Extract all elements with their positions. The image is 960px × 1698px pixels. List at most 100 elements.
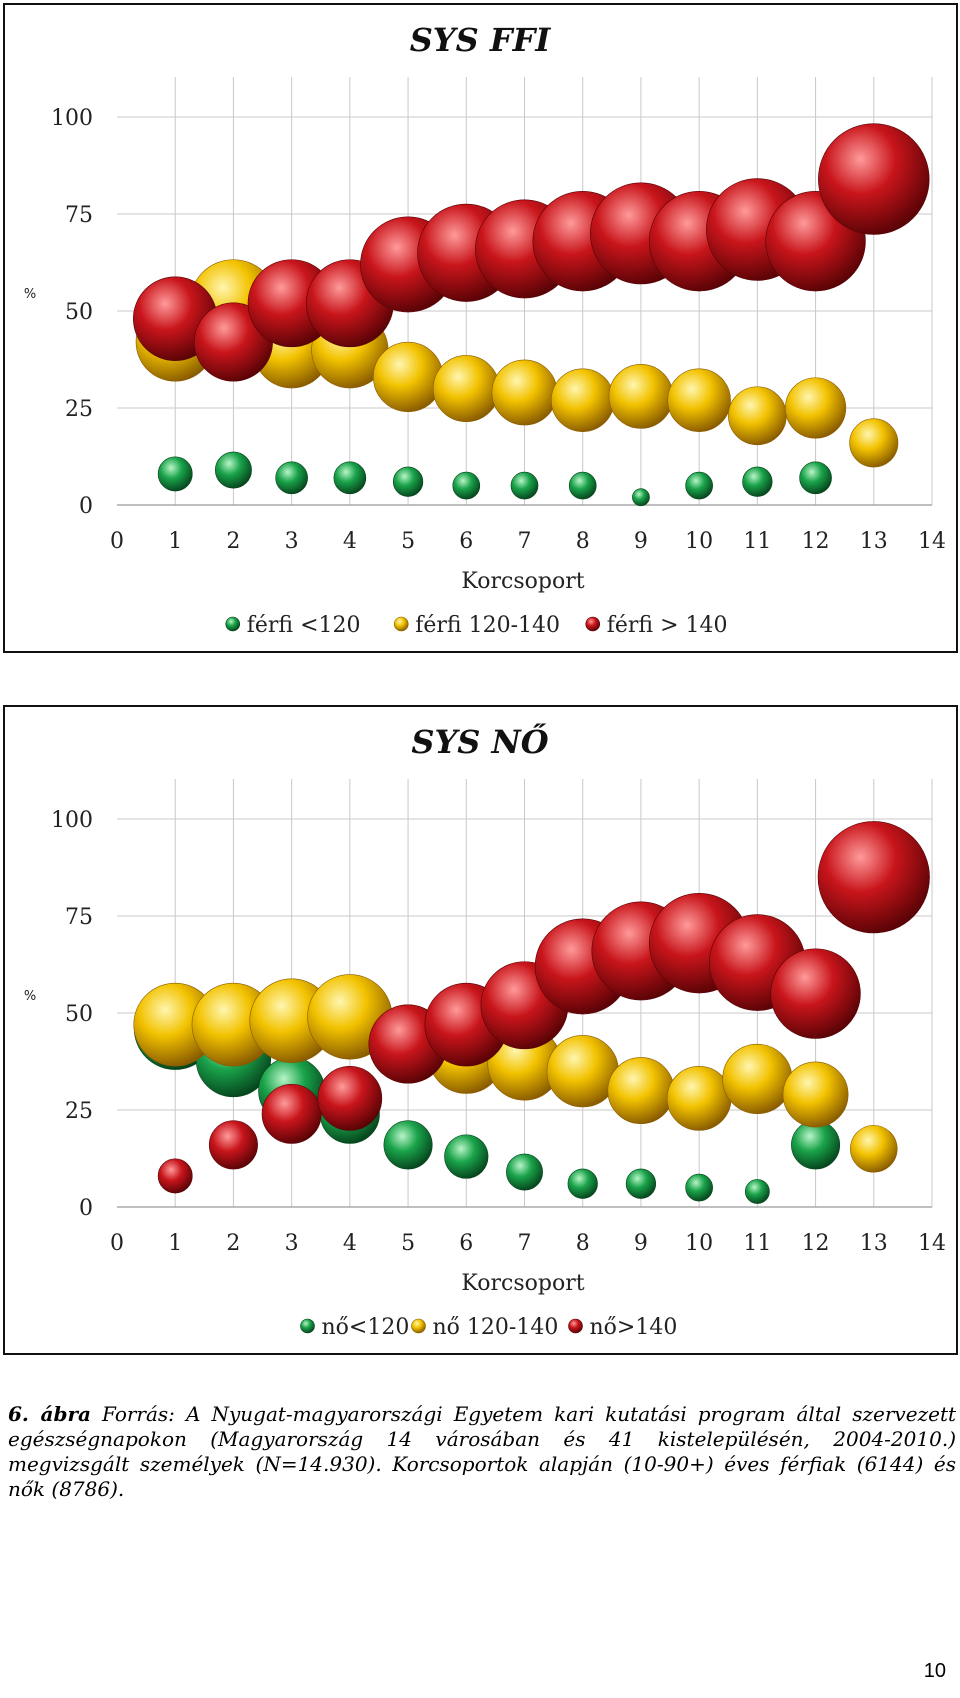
x-tick-label: 8 xyxy=(576,529,590,554)
bubble-yellow xyxy=(432,355,500,423)
x-tick-label: 5 xyxy=(401,529,415,554)
legend-marker-yellow xyxy=(393,616,409,632)
bubble-yellow xyxy=(667,368,731,432)
legend: nő<120 nő 120-140 nő>140 xyxy=(300,1315,677,1340)
bubble-green xyxy=(742,466,773,497)
page-number: 10 xyxy=(923,1660,946,1682)
x-tick-label: 13 xyxy=(860,1231,888,1256)
x-tick-label: 1 xyxy=(168,1231,182,1256)
x-tick-label: 6 xyxy=(459,1231,473,1256)
x-tick-label: 4 xyxy=(343,1231,357,1256)
x-tick-label: 8 xyxy=(576,1231,590,1256)
bubble-yellow xyxy=(722,1043,793,1115)
legend-label: férfi > 140 xyxy=(607,613,728,638)
y-tick-label: 0 xyxy=(79,1196,93,1221)
x-tick-label: 14 xyxy=(918,1231,946,1256)
x-tick-label: 9 xyxy=(634,1231,648,1256)
figure-caption-label: 6. ábra xyxy=(8,1402,91,1426)
x-tick-label: 10 xyxy=(685,529,713,554)
legend-label: férfi 120-140 xyxy=(415,613,560,638)
x-tick-label: 10 xyxy=(685,1231,713,1256)
bubble-green xyxy=(444,1134,489,1179)
bubble-yellow xyxy=(491,359,558,426)
legend-label: nő<120 xyxy=(322,1315,410,1340)
x-tick-label: 11 xyxy=(743,529,771,554)
bubble-green xyxy=(333,461,367,495)
x-axis-label: Korcsoport xyxy=(461,1271,584,1296)
y-tick-label: 50 xyxy=(65,300,93,325)
bubble-yellow xyxy=(546,1035,619,1108)
x-tick-label: 5 xyxy=(401,1231,415,1256)
bubble-yellow xyxy=(608,364,674,429)
bubble-yellow xyxy=(728,386,787,446)
bubble-layer xyxy=(133,821,930,1204)
y-tick-label: 50 xyxy=(65,1002,93,1027)
chart-title: SYS NŐ xyxy=(411,723,548,761)
legend-marker-green xyxy=(225,616,241,632)
x-axis-label: Korcsoport xyxy=(461,569,584,594)
bubble-red xyxy=(817,821,930,934)
y-tick-label: 75 xyxy=(65,905,93,930)
bubble-yellow xyxy=(849,418,899,468)
figure-caption-text: Forrás: A Nyugat-magyarországi Egyetem k… xyxy=(8,1402,957,1501)
x-tick-label: 1 xyxy=(168,529,182,554)
bubble-yellow xyxy=(850,1125,898,1173)
figure-caption: 6. ábra Forrás: A Nyugat-magyarországi E… xyxy=(8,1402,956,1502)
x-tick-label: 7 xyxy=(518,1231,532,1256)
bubble-green xyxy=(685,471,713,500)
bubble-yellow xyxy=(785,377,847,439)
bubble-green xyxy=(791,1120,841,1170)
bubble-green xyxy=(452,471,481,500)
bubble-yellow xyxy=(782,1061,849,1128)
x-tick-label: 2 xyxy=(226,1231,240,1256)
bubble-yellow xyxy=(550,368,615,432)
x-tick-label: 12 xyxy=(802,1231,830,1256)
x-tick-label: 11 xyxy=(743,1231,771,1256)
legend-marker-green xyxy=(300,1318,315,1334)
bubble-green xyxy=(568,471,597,500)
x-tick-label: 13 xyxy=(860,529,888,554)
bubble-green xyxy=(510,471,539,500)
bubble-red xyxy=(157,1158,193,1194)
bubble-green xyxy=(625,1168,657,1199)
chart-sys-ffi: SYS FFI 0 25 50 75 100 0 1 2 3 4 5 6 7 8 9 10 11 12 13 14% Ko… xyxy=(3,3,958,653)
y-tick-label: 100 xyxy=(51,106,93,131)
bubble-red xyxy=(770,948,861,1039)
bubble-yellow xyxy=(373,341,444,413)
bubble-green xyxy=(392,466,424,497)
bubble-green xyxy=(214,451,252,489)
bubble-green xyxy=(744,1179,770,1204)
bubble-green xyxy=(506,1153,543,1191)
y-tick-label: 25 xyxy=(65,397,93,422)
y-axis-label: % xyxy=(24,287,36,302)
legend-marker-red xyxy=(568,1318,583,1334)
bubble-green xyxy=(799,461,832,495)
legend-marker-red xyxy=(585,616,601,632)
x-tick-label: 2 xyxy=(226,529,240,554)
bubble-green xyxy=(632,488,650,507)
legend-label: nő 120-140 xyxy=(433,1315,559,1340)
bubble-yellow xyxy=(607,1057,675,1125)
x-tick-label: 0 xyxy=(110,529,124,554)
y-tick-label: 100 xyxy=(51,808,93,833)
x-tick-label: 4 xyxy=(343,529,357,554)
y-tick-label: 0 xyxy=(79,494,93,519)
bubble-green xyxy=(157,456,193,492)
legend: férfi <120 férfi 120-140 férfi > 140 xyxy=(225,613,728,638)
x-tick-label: 3 xyxy=(285,529,299,554)
bubble-red xyxy=(818,123,930,235)
chart-title: SYS FFI xyxy=(410,21,552,59)
x-tick-label: 14 xyxy=(918,529,946,554)
x-tick-label: 3 xyxy=(285,1231,299,1256)
bubble-green xyxy=(567,1168,598,1199)
y-tick-label: 75 xyxy=(65,203,93,228)
bubble-layer xyxy=(133,123,930,507)
bubble-red xyxy=(208,1120,258,1170)
bubble-green xyxy=(275,461,308,495)
bubble-yellow xyxy=(666,1066,732,1131)
legend-label: férfi <120 xyxy=(247,613,361,638)
y-axis-label: % xyxy=(24,989,36,1004)
bubble-green xyxy=(383,1120,433,1170)
